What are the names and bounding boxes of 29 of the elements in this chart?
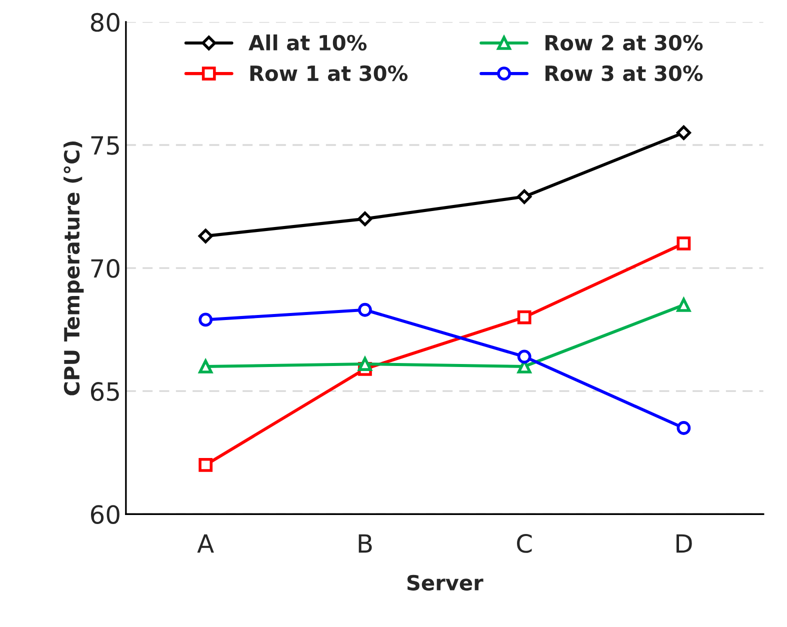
point bbox=[358, 302, 372, 317]
y-tick-label: 65 bbox=[90, 382, 119, 401]
point bbox=[517, 310, 532, 324]
legend-label: All at 10% bbox=[248, 34, 367, 51]
point bbox=[676, 421, 691, 435]
legend-label: Row 1 at 30% bbox=[250, 65, 408, 82]
point bbox=[198, 458, 213, 472]
y-tick-label: 75 bbox=[91, 136, 119, 155]
y-tick-label: 70 bbox=[91, 258, 120, 278]
x-tick-label: B bbox=[358, 534, 372, 553]
point bbox=[198, 312, 213, 327]
x-tick-label: C bbox=[517, 534, 532, 553]
point bbox=[358, 212, 372, 226]
legend-label: Row 2 at 30% bbox=[546, 34, 703, 51]
point bbox=[517, 189, 532, 204]
x-tick-label: D bbox=[676, 534, 692, 553]
point bbox=[676, 298, 691, 312]
point bbox=[358, 357, 372, 371]
legend-label: Row 3 at 30% bbox=[546, 65, 703, 82]
point bbox=[198, 228, 213, 244]
x-axis-title: Server bbox=[407, 574, 484, 591]
point bbox=[517, 350, 532, 364]
y-tick-label: 60 bbox=[90, 505, 120, 524]
y-tick-label: 80 bbox=[90, 12, 120, 32]
point bbox=[676, 125, 691, 140]
point bbox=[676, 236, 691, 250]
y-axis-title: CPU Temperature (°C) bbox=[64, 142, 84, 396]
x-tick-label: A bbox=[197, 534, 214, 553]
point bbox=[198, 360, 213, 374]
